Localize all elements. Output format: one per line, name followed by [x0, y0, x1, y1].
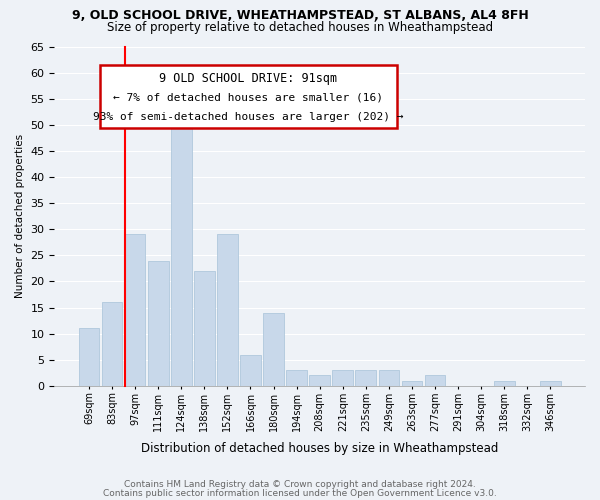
Text: 9 OLD SCHOOL DRIVE: 91sqm: 9 OLD SCHOOL DRIVE: 91sqm [159, 72, 337, 86]
Bar [286, 370, 307, 386]
Bar [79, 328, 99, 386]
Text: Size of property relative to detached houses in Wheathampstead: Size of property relative to detached ho… [107, 22, 493, 35]
Bar [194, 271, 215, 386]
Bar [540, 380, 561, 386]
Text: Contains public sector information licensed under the Open Government Licence v3: Contains public sector information licen… [103, 488, 497, 498]
FancyBboxPatch shape [100, 65, 397, 128]
Bar [263, 312, 284, 386]
Text: Contains HM Land Registry data © Crown copyright and database right 2024.: Contains HM Land Registry data © Crown c… [124, 480, 476, 489]
X-axis label: Distribution of detached houses by size in Wheathampstead: Distribution of detached houses by size … [141, 442, 499, 455]
Bar [171, 114, 191, 386]
Bar [240, 354, 261, 386]
Bar [148, 260, 169, 386]
Bar [425, 376, 445, 386]
Text: 9, OLD SCHOOL DRIVE, WHEATHAMPSTEAD, ST ALBANS, AL4 8FH: 9, OLD SCHOOL DRIVE, WHEATHAMPSTEAD, ST … [71, 9, 529, 22]
Bar [401, 380, 422, 386]
Bar [310, 376, 330, 386]
Bar [379, 370, 400, 386]
Bar [355, 370, 376, 386]
Bar [101, 302, 122, 386]
Y-axis label: Number of detached properties: Number of detached properties [15, 134, 25, 298]
Bar [494, 380, 515, 386]
Bar [217, 234, 238, 386]
Text: 93% of semi-detached houses are larger (202) →: 93% of semi-detached houses are larger (… [93, 112, 403, 122]
Text: ← 7% of detached houses are smaller (16): ← 7% of detached houses are smaller (16) [113, 93, 383, 103]
Bar [125, 234, 145, 386]
Bar [332, 370, 353, 386]
